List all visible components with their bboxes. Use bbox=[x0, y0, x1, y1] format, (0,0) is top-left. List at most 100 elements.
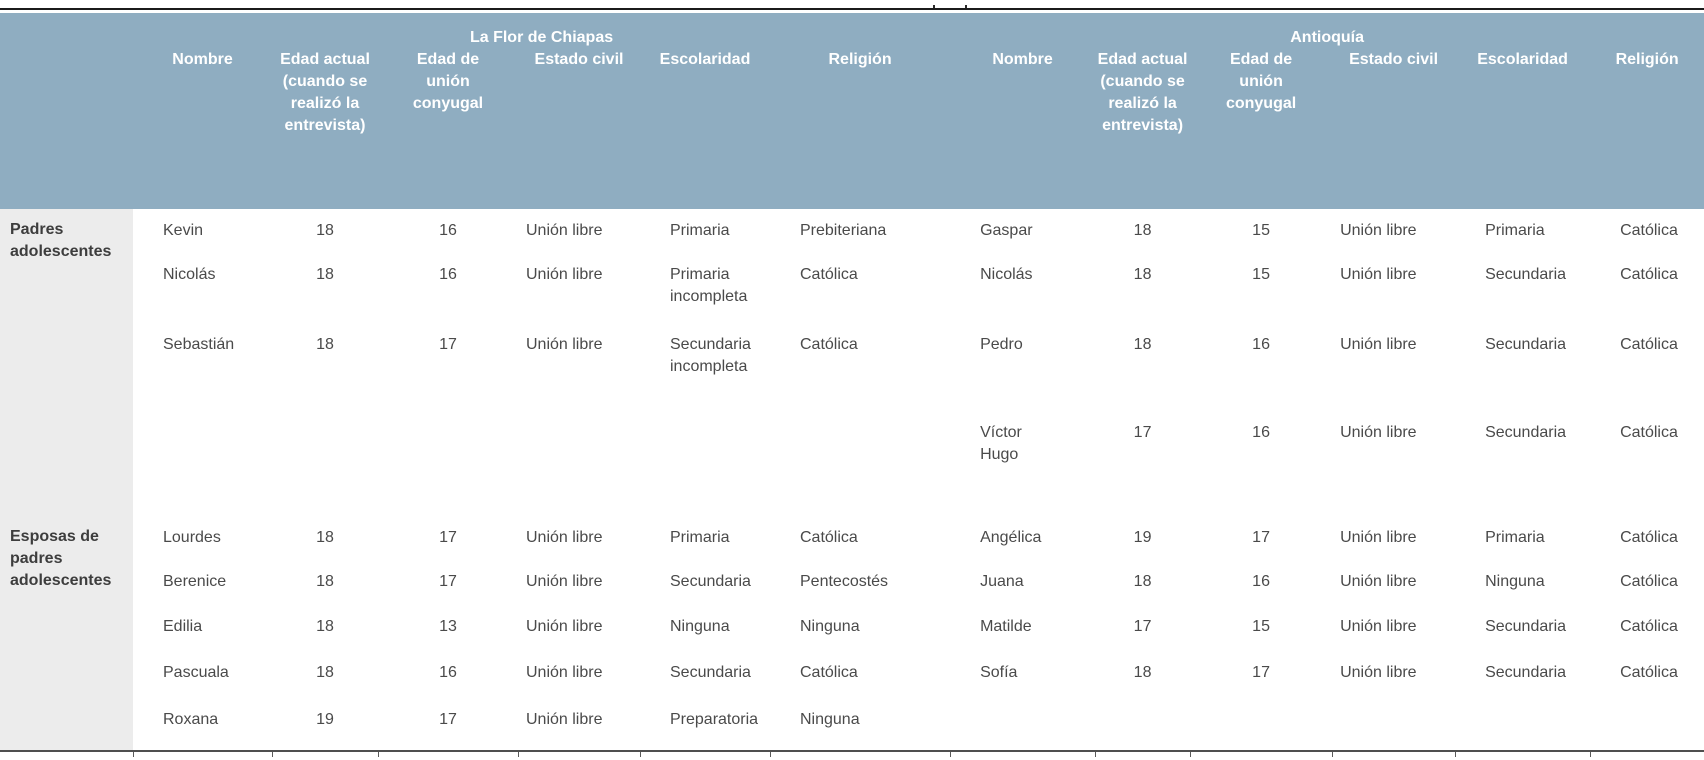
cell-edad-union: 16 bbox=[378, 253, 518, 323]
cell-edad-actual: 18 bbox=[1095, 560, 1191, 605]
cell-escolaridad: Secundaria bbox=[1455, 323, 1591, 411]
corner-cell bbox=[0, 13, 133, 209]
column-header-religion: Religión bbox=[770, 49, 951, 209]
cell-estado-civil: Unión libre bbox=[518, 516, 640, 560]
site-group-header-antioquia: Antioquía bbox=[950, 13, 1704, 49]
border-tick bbox=[1190, 752, 1191, 757]
column-header-edad-actual: Edad actual (cuando se realizó la entrev… bbox=[272, 49, 378, 209]
table-header: La Flor de Chiapas Antioquía Nombre Edad… bbox=[0, 13, 1704, 209]
cell-nombre: Pedro bbox=[950, 323, 1096, 411]
cell-edad-actual: 18 bbox=[272, 516, 378, 560]
cell-nombre: Sofía bbox=[950, 651, 1096, 698]
cell-edad-actual: 18 bbox=[272, 651, 378, 698]
cell-edad-actual: 18 bbox=[1095, 323, 1191, 411]
cell-nombre bbox=[950, 698, 1096, 750]
cell-edad-actual: 18 bbox=[272, 253, 378, 323]
border-tick bbox=[378, 752, 379, 757]
bottom-border-ticks bbox=[0, 752, 1704, 758]
cell-escolaridad: Preparatoria bbox=[640, 698, 770, 750]
cell-religion: Pentecostés bbox=[770, 560, 951, 605]
table-row: Padres adolescentes Kevin 18 16 Unión li… bbox=[0, 209, 1704, 516]
cell-escolaridad: Primaria bbox=[640, 516, 770, 560]
table-row: Víctor Hugo 17 16 Unión libre Secundaria… bbox=[0, 411, 1704, 516]
cell-edad-union: 17 bbox=[1190, 651, 1333, 698]
cell-estado-civil: Unión libre bbox=[518, 698, 640, 750]
cell-edad-actual: 18 bbox=[272, 560, 378, 605]
cell-religion: Católica bbox=[1590, 209, 1704, 253]
border-tick bbox=[518, 752, 519, 757]
cell-edad-union: 15 bbox=[1190, 253, 1333, 323]
cell-edad-union: 17 bbox=[378, 516, 518, 560]
cell-estado-civil bbox=[1332, 698, 1456, 750]
cell-estado-civil: Unión libre bbox=[1332, 209, 1456, 253]
cell-edad-union: 16 bbox=[1190, 323, 1333, 411]
cell-escolaridad: Primaria bbox=[640, 209, 770, 253]
cell-nombre: Pascuala bbox=[133, 651, 272, 698]
cell-estado-civil: Unión libre bbox=[1332, 651, 1456, 698]
column-header-nombre: Nombre bbox=[133, 49, 272, 209]
cell-edad-actual: 19 bbox=[272, 698, 378, 750]
border-tick bbox=[770, 752, 771, 757]
cell-edad-union: 17 bbox=[378, 698, 518, 750]
cell-religion: Católica bbox=[1590, 411, 1704, 516]
cell-religion: Católica bbox=[1590, 560, 1704, 605]
cell-nombre: Sebastián bbox=[133, 323, 272, 411]
cell-edad-actual: 18 bbox=[1095, 253, 1191, 323]
cell-edad-union: 16 bbox=[1190, 560, 1333, 605]
cell-edad-actual: 19 bbox=[1095, 516, 1191, 560]
cell-escolaridad: Primaria bbox=[1455, 516, 1591, 560]
cell-nombre: Matilde bbox=[950, 605, 1096, 651]
border-tick bbox=[272, 752, 273, 757]
cell-nombre: Berenice bbox=[133, 560, 272, 605]
border-tick bbox=[1455, 752, 1456, 757]
cell-nombre: Edilia bbox=[133, 605, 272, 651]
cell-estado-civil: Unión libre bbox=[1332, 253, 1456, 323]
cell-escolaridad bbox=[1455, 698, 1591, 750]
cell-nombre: Víctor Hugo bbox=[950, 411, 1096, 516]
cell-estado-civil: Unión libre bbox=[518, 209, 640, 253]
cell-nombre: Nicolás bbox=[950, 253, 1096, 323]
cell-edad-union: 16 bbox=[378, 209, 518, 253]
column-header-escolaridad: Escolaridad bbox=[640, 49, 770, 209]
column-header-estado-civil: Estado civil bbox=[1332, 49, 1456, 209]
cell-edad-union: 15 bbox=[1190, 605, 1333, 651]
border-tick bbox=[1095, 752, 1096, 757]
cell-estado-civil: Unión libre bbox=[518, 605, 640, 651]
cell-estado-civil: Unión libre bbox=[1332, 323, 1456, 411]
cell-nombre: Roxana bbox=[133, 698, 272, 750]
cell-edad-union: 16 bbox=[1190, 411, 1333, 516]
cell-nombre: Angélica bbox=[950, 516, 1096, 560]
cell-edad-union: 16 bbox=[378, 651, 518, 698]
cell-religion: Católica bbox=[770, 516, 951, 560]
cell-religion: Católica bbox=[1590, 605, 1704, 651]
cell-edad-union: 17 bbox=[1190, 516, 1333, 560]
cell-estado-civil: Unión libre bbox=[1332, 560, 1456, 605]
column-header-nombre: Nombre bbox=[950, 49, 1096, 209]
top-border-gap bbox=[0, 10, 1704, 13]
cell-religion bbox=[1590, 698, 1704, 750]
border-tick bbox=[950, 752, 951, 757]
cell-edad-union: 17 bbox=[378, 560, 518, 605]
border-tick bbox=[933, 5, 935, 8]
section-label-esposas: Esposas de padres adolescentes bbox=[0, 516, 133, 750]
column-header-religion: Religión bbox=[1590, 49, 1704, 209]
border-tick bbox=[1332, 752, 1333, 757]
cell-escolaridad bbox=[640, 411, 770, 516]
cell-edad-actual: 18 bbox=[272, 209, 378, 253]
cell-religion: Católica bbox=[770, 253, 951, 323]
column-header-edad-union: Edad de unión conyugal bbox=[378, 49, 518, 209]
table-bottom-border bbox=[0, 750, 1704, 752]
column-header-edad-union: Edad de unión conyugal bbox=[1190, 49, 1333, 209]
cell-edad-actual: 18 bbox=[272, 323, 378, 411]
cell-edad-actual bbox=[1095, 698, 1191, 750]
cell-escolaridad: Secundaria bbox=[640, 651, 770, 698]
cell-estado-civil: Unión libre bbox=[518, 560, 640, 605]
cell-religion: Prebiteriana bbox=[770, 209, 951, 253]
cell-nombre: Kevin bbox=[133, 209, 272, 253]
table-row: Berenice 18 17 Unión libre Secundaria Pe… bbox=[0, 560, 1704, 605]
site-group-header-chiapas: La Flor de Chiapas bbox=[133, 13, 951, 49]
cell-escolaridad: Secundaria bbox=[1455, 253, 1591, 323]
cell-escolaridad: Primaria incompleta bbox=[640, 253, 770, 323]
table-row: Sebastián 18 17 Unión libre Secundaria i… bbox=[0, 323, 1704, 411]
cell-religion: Católica bbox=[1590, 516, 1704, 560]
